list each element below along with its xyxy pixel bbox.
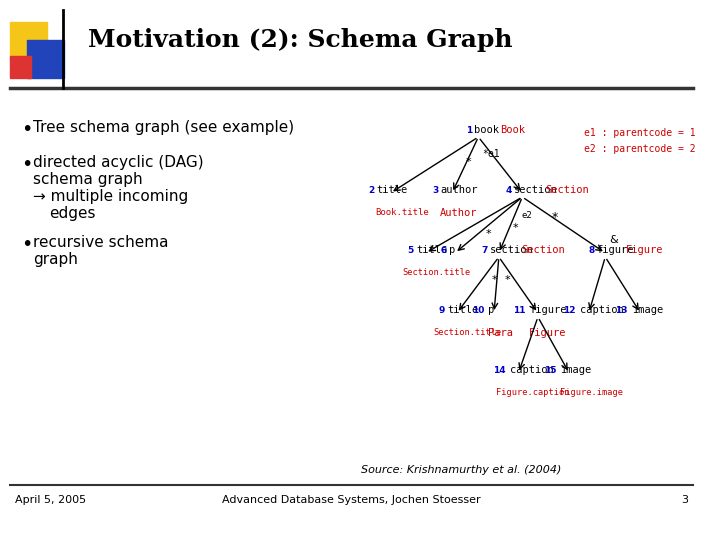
Text: 4: 4: [505, 186, 512, 195]
Text: schema graph: schema graph: [33, 172, 143, 187]
Text: graph: graph: [33, 252, 78, 267]
Text: *: *: [491, 275, 497, 285]
Text: book: book: [474, 125, 500, 135]
Text: Source: Krishnamurthy et al. (2004): Source: Krishnamurthy et al. (2004): [361, 465, 562, 475]
Text: caption: caption: [580, 305, 624, 315]
Text: section: section: [490, 245, 534, 255]
Text: 13: 13: [616, 306, 628, 315]
Text: Advanced Database Systems, Jochen Stoesser: Advanced Database Systems, Jochen Stoess…: [222, 495, 481, 505]
Text: Book.title: Book.title: [375, 208, 428, 217]
Text: Section.title: Section.title: [433, 328, 502, 337]
Text: Book: Book: [500, 125, 525, 135]
Text: Figure.image: Figure.image: [560, 388, 624, 397]
Text: •: •: [22, 120, 33, 139]
Text: •: •: [22, 155, 33, 174]
Text: 10: 10: [472, 306, 485, 315]
Text: Figure: Figure: [529, 328, 567, 338]
Text: figure: figure: [529, 305, 567, 315]
Text: Motivation (2): Schema Graph: Motivation (2): Schema Graph: [88, 28, 513, 52]
Text: image: image: [560, 365, 592, 375]
Text: Figure.caption: Figure.caption: [496, 388, 570, 397]
Text: title: title: [416, 245, 447, 255]
Text: Section.title: Section.title: [402, 268, 470, 277]
Text: 3: 3: [432, 186, 438, 195]
Text: 11: 11: [513, 306, 526, 315]
Text: e2: e2: [521, 211, 532, 220]
Text: e2 : parentcode = 2: e2 : parentcode = 2: [584, 144, 696, 154]
Text: image: image: [631, 305, 663, 315]
Text: section: section: [513, 185, 557, 195]
Text: 2: 2: [369, 186, 375, 195]
Bar: [27, 40, 64, 78]
Text: 6: 6: [441, 246, 447, 255]
Text: Author: Author: [441, 208, 478, 218]
Text: title: title: [377, 185, 408, 195]
Text: *e1: *e1: [482, 149, 500, 159]
Text: → multiple incoming: → multiple incoming: [33, 189, 189, 204]
Text: 1: 1: [467, 126, 472, 135]
Text: *: *: [552, 211, 558, 224]
Text: 15: 15: [544, 366, 557, 375]
Text: edges: edges: [49, 206, 95, 221]
Text: 9: 9: [438, 306, 445, 315]
Text: Tree schema graph (see example): Tree schema graph (see example): [33, 120, 294, 135]
Text: Section: Section: [521, 245, 565, 255]
Text: p: p: [449, 245, 455, 255]
Text: 12: 12: [564, 306, 576, 315]
Text: title: title: [447, 305, 478, 315]
Text: Para: Para: [488, 328, 513, 338]
Bar: [10, 22, 47, 60]
Text: recursive schema: recursive schema: [33, 235, 168, 250]
Text: 7: 7: [482, 246, 488, 255]
Bar: [10, 56, 31, 78]
Text: April 5, 2005: April 5, 2005: [14, 495, 86, 505]
Text: p: p: [488, 305, 495, 315]
Text: directed acyclic (DAG): directed acyclic (DAG): [33, 155, 204, 170]
Text: *: *: [513, 223, 518, 233]
Text: Section: Section: [545, 185, 588, 195]
Text: •: •: [22, 235, 33, 254]
Text: figure: figure: [596, 245, 634, 255]
Text: author: author: [441, 185, 478, 195]
Text: 14: 14: [493, 366, 505, 375]
Text: Figure: Figure: [626, 245, 663, 255]
Text: 8: 8: [588, 246, 595, 255]
Text: *: *: [466, 157, 472, 167]
Text: 5: 5: [408, 246, 414, 255]
Text: *: *: [485, 229, 491, 239]
Text: caption: caption: [510, 365, 554, 375]
Text: 3: 3: [681, 495, 688, 505]
Text: &: &: [610, 235, 618, 245]
Text: e1 : parentcode = 1: e1 : parentcode = 1: [584, 128, 696, 138]
Text: *: *: [505, 275, 510, 285]
